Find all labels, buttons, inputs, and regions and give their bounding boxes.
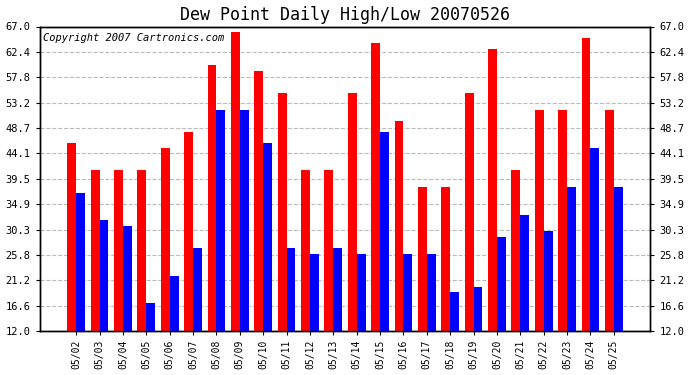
Bar: [123, 226, 132, 375]
Bar: [146, 303, 155, 375]
Bar: [255, 71, 263, 375]
Bar: [114, 171, 123, 375]
Bar: [520, 215, 529, 375]
Bar: [286, 248, 295, 375]
Bar: [231, 32, 240, 375]
Bar: [442, 187, 450, 375]
Bar: [464, 93, 473, 375]
Bar: [473, 287, 482, 375]
Bar: [348, 93, 357, 375]
Bar: [310, 254, 319, 375]
Bar: [161, 148, 170, 375]
Bar: [427, 254, 435, 375]
Bar: [301, 171, 310, 375]
Bar: [277, 93, 286, 375]
Bar: [137, 171, 146, 375]
Bar: [395, 121, 404, 375]
Bar: [558, 110, 567, 375]
Bar: [380, 132, 389, 375]
Bar: [450, 292, 459, 375]
Bar: [535, 110, 544, 375]
Bar: [497, 237, 506, 375]
Bar: [184, 132, 193, 375]
Bar: [404, 254, 413, 375]
Bar: [68, 143, 76, 375]
Bar: [240, 110, 248, 375]
Bar: [90, 171, 99, 375]
Bar: [418, 187, 427, 375]
Bar: [99, 220, 108, 375]
Bar: [567, 187, 576, 375]
Bar: [193, 248, 202, 375]
Bar: [371, 43, 380, 375]
Bar: [170, 276, 179, 375]
Bar: [544, 231, 553, 375]
Text: Copyright 2007 Cartronics.com: Copyright 2007 Cartronics.com: [43, 33, 224, 43]
Bar: [324, 171, 333, 375]
Bar: [357, 254, 366, 375]
Bar: [605, 110, 614, 375]
Bar: [333, 248, 342, 375]
Bar: [614, 187, 622, 375]
Bar: [488, 49, 497, 375]
Bar: [591, 148, 600, 375]
Bar: [217, 110, 226, 375]
Bar: [511, 171, 520, 375]
Title: Dew Point Daily High/Low 20070526: Dew Point Daily High/Low 20070526: [180, 6, 510, 24]
Bar: [208, 65, 217, 375]
Bar: [263, 143, 272, 375]
Bar: [76, 193, 85, 375]
Bar: [582, 38, 591, 375]
